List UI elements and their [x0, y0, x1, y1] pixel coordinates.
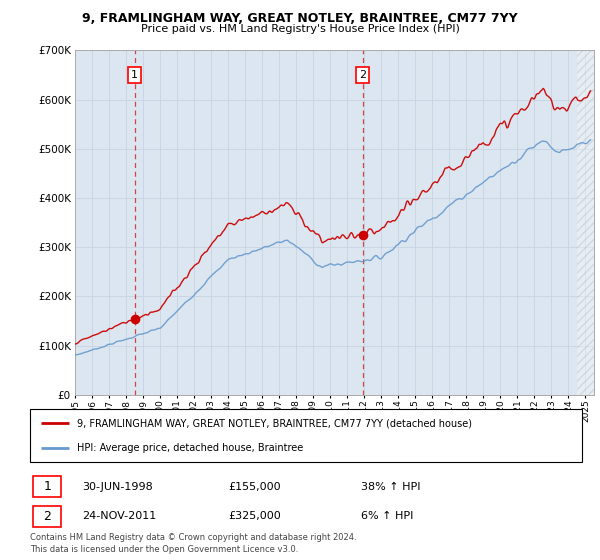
Text: 2: 2: [359, 70, 366, 80]
FancyBboxPatch shape: [33, 476, 61, 497]
Bar: [577, 50, 594, 395]
Text: £325,000: £325,000: [229, 511, 281, 521]
Text: HPI: Average price, detached house, Braintree: HPI: Average price, detached house, Brai…: [77, 442, 303, 452]
Text: Price paid vs. HM Land Registry's House Price Index (HPI): Price paid vs. HM Land Registry's House …: [140, 24, 460, 34]
FancyBboxPatch shape: [33, 506, 61, 527]
Text: 9, FRAMLINGHAM WAY, GREAT NOTLEY, BRAINTREE, CM77 7YY: 9, FRAMLINGHAM WAY, GREAT NOTLEY, BRAINT…: [82, 12, 518, 25]
Text: 30-JUN-1998: 30-JUN-1998: [82, 482, 153, 492]
Text: Contains HM Land Registry data © Crown copyright and database right 2024.
This d: Contains HM Land Registry data © Crown c…: [30, 533, 356, 554]
Text: £155,000: £155,000: [229, 482, 281, 492]
Text: 9, FRAMLINGHAM WAY, GREAT NOTLEY, BRAINTREE, CM77 7YY (detached house): 9, FRAMLINGHAM WAY, GREAT NOTLEY, BRAINT…: [77, 418, 472, 428]
Text: 38% ↑ HPI: 38% ↑ HPI: [361, 482, 421, 492]
FancyBboxPatch shape: [30, 409, 582, 462]
Text: 24-NOV-2011: 24-NOV-2011: [82, 511, 157, 521]
Text: 6% ↑ HPI: 6% ↑ HPI: [361, 511, 413, 521]
Text: 1: 1: [131, 70, 138, 80]
Text: 2: 2: [43, 510, 51, 523]
Text: 1: 1: [43, 480, 51, 493]
